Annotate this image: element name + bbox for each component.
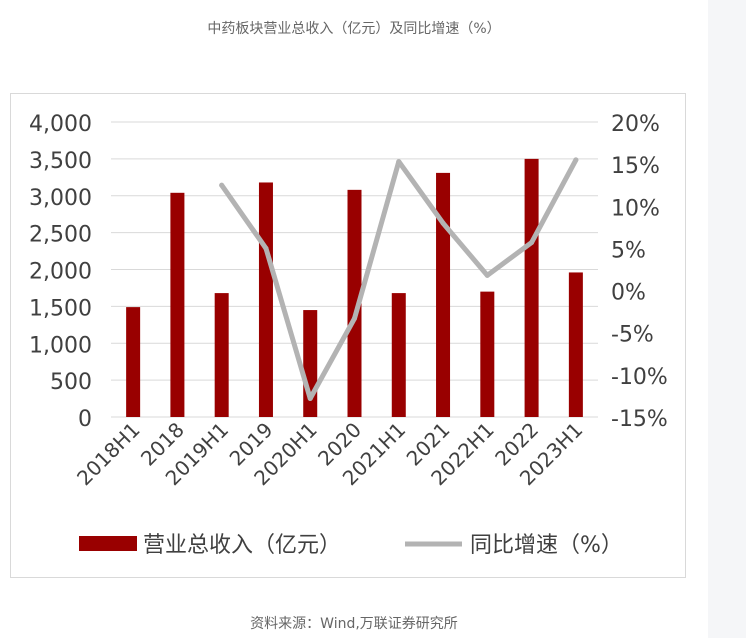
revenue-bar (524, 158, 539, 417)
right-tick-label: 10% (611, 196, 660, 221)
x-axis: 2018H120182019H120192020H120202021H12021… (72, 418, 587, 491)
source-note: 资料来源：Wind,万联证券研究所 (250, 616, 458, 632)
growth-point (529, 240, 535, 246)
left-tick-label: 1,000 (29, 333, 92, 358)
line-series (219, 157, 579, 401)
right-tick-label: -5% (611, 323, 654, 348)
revenue-bar (568, 272, 583, 417)
combo-chart: 05001,0001,5002,0002,5003,0003,5004,000 … (29, 112, 668, 558)
left-tick-label: 2,000 (29, 260, 92, 285)
revenue-bar (436, 172, 451, 417)
revenue-bar (170, 192, 185, 417)
left-tick-label: 4,000 (29, 112, 92, 137)
left-tick-label: 3,000 (29, 186, 92, 211)
revenue-bar (391, 293, 406, 417)
revenue-bar (258, 182, 273, 417)
growth-point (263, 245, 269, 251)
right-side-panel (708, 0, 746, 638)
legend-bar-swatch (79, 536, 137, 551)
growth-point (484, 272, 490, 278)
growth-point (352, 315, 357, 321)
left-tick-label: 0 (78, 407, 92, 432)
legend-bar-label: 营业总收入（亿元） (143, 533, 341, 558)
right-tick-label: -15% (611, 407, 668, 432)
bar-series (126, 158, 583, 417)
growth-point (573, 157, 579, 163)
right-tick-label: 20% (611, 112, 660, 137)
left-axis: 0 500 1,000 1,500 2,000 2,500 3,000 3,500 4,000 (29, 112, 92, 432)
growth-point (219, 182, 225, 188)
chart-frame: 0 500 1,000 1,500 2,000 2,500 3,000 3,500 4,000 … (10, 93, 686, 578)
left-tick-label: 1,500 (29, 296, 92, 321)
right-tick-label: 0% (611, 281, 646, 306)
revenue-bar (214, 293, 229, 417)
right-tick-label: 15% (611, 154, 660, 179)
revenue-bar (126, 307, 141, 417)
legend: 营业总收入（亿元） 同比增速（%） (79, 533, 623, 558)
left-tick-label: 500 (50, 370, 92, 395)
right-axis: -15% -10% -5% 0% 5% 10% 15% 20% (611, 112, 668, 432)
growth-point (307, 395, 313, 401)
right-tick-label: -10% (611, 365, 668, 390)
growth-point (440, 220, 446, 226)
legend-line-label: 同比增速（%） (470, 533, 623, 558)
revenue-bar (347, 189, 362, 417)
left-tick-label: 3,500 (29, 149, 92, 174)
right-tick-label: 5% (611, 238, 646, 263)
growth-point (396, 159, 402, 165)
revenue-bar (480, 291, 495, 417)
page-title: 中药板块营业总收入（亿元）及同比增速（%） (207, 21, 501, 37)
left-tick-label: 2,500 (29, 223, 92, 248)
